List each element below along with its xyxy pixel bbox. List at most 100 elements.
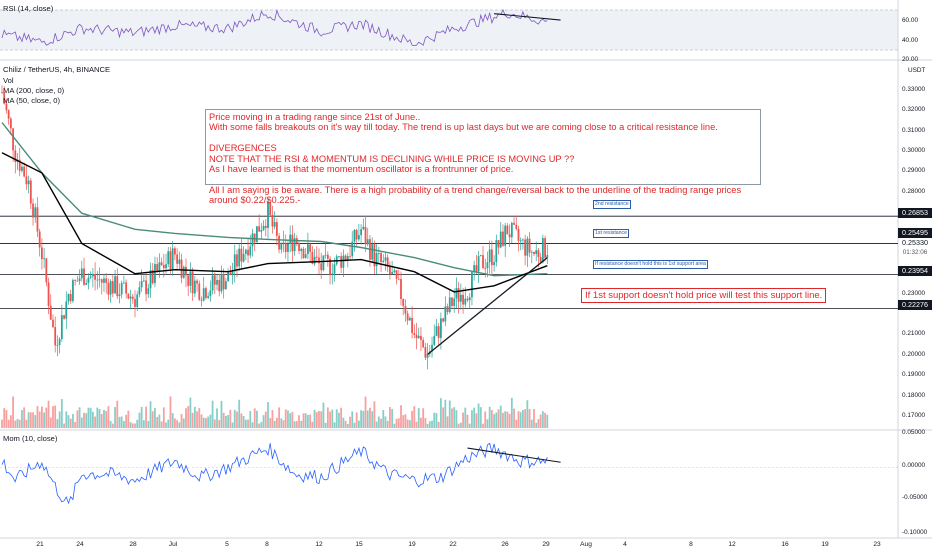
volume-bar [267,402,269,428]
candle-body [459,294,462,302]
candle-body [382,260,385,263]
volume-bar [493,414,495,428]
volume-bar [473,407,476,428]
volume-bar [89,407,92,428]
volume-bar [307,414,309,428]
ma50-label: MA (50, close, 0) [3,96,60,105]
volume-bar [284,409,287,428]
volume-bar [240,413,243,428]
volume-label: Vol [3,76,14,85]
mom-tick: -0.05000 [902,494,928,501]
main-annotation-note[interactable]: Price moving in a trading range since 21… [205,109,761,205]
candle-body [446,306,449,313]
volume-bar [169,396,172,428]
candle-body [242,253,245,262]
volume-bar [78,407,81,428]
candle-body [25,176,28,185]
candle-body [457,288,460,302]
volume-bar [404,414,407,428]
candle-body [193,280,196,294]
volume-bar [165,422,167,428]
volume-bar [23,407,26,428]
candle-body [23,166,26,177]
candle-body [123,282,125,284]
volume-bar [205,418,207,428]
candle-body [49,305,52,320]
volume-bar [120,416,123,428]
candle-body [477,256,480,272]
volume-bar [386,420,389,428]
volume-bar [395,418,398,428]
volume-bar [455,410,458,428]
candle-body [267,202,269,228]
first-resistance-label[interactable]: 1st resistance [593,229,630,238]
volume-bar [191,412,194,428]
candle-body [202,288,205,301]
candle-body [329,258,331,275]
candle-body [253,233,256,243]
volume-bar [244,419,247,428]
volume-bar [171,413,174,428]
candle-body [240,248,243,262]
time-label: Aug [580,541,592,548]
candle-body [158,262,161,272]
volume-bar [60,399,63,428]
volume-bar [56,419,59,428]
volume-bar [486,419,489,428]
volume-bar [216,408,218,428]
candle-body [56,344,59,346]
candle-body [413,333,416,335]
candle-body [324,254,327,256]
candle-body [510,222,513,238]
volume-bar [324,422,327,428]
candle-body [307,244,309,255]
volume-bar [58,411,61,428]
volume-bar [249,410,252,428]
candle-body [111,281,114,294]
volume-bar [468,423,471,428]
volume-bar [482,423,484,428]
candle-body [103,278,105,283]
support-area-label[interactable]: If resistance doesn't hold this is 1st s… [593,260,708,269]
rsi-line [1,8,548,47]
volume-bar [178,422,181,428]
candle-body [346,256,349,261]
volume-bar [47,400,50,428]
volume-bar [360,410,362,428]
candle-body [125,282,128,294]
volume-bar [440,398,442,428]
candle-body [473,265,476,272]
volume-bar [18,419,21,428]
candle-body [236,254,238,267]
candle-body [21,166,23,171]
volume-bar [377,416,380,428]
volume-bar [389,407,391,428]
volume-bar [435,413,438,428]
candle-body [249,246,252,256]
candle-body [364,226,367,245]
second-resistance-label[interactable]: 2nd resistance [593,200,631,209]
candle-body [508,234,511,238]
volume-bar [344,420,347,428]
candle-body [129,296,132,299]
volume-bar [428,421,431,428]
candle-body [47,282,50,306]
candle-body [338,256,340,257]
candle-body [300,248,303,251]
volume-bar [67,415,70,428]
candle-body [207,296,210,298]
candle-body [275,222,278,236]
volume-bar [275,417,278,428]
time-label: 5 [225,541,229,548]
volume-bar [222,412,225,428]
candle-body [448,297,451,313]
volume-bar [43,412,46,428]
volume-bar [273,420,276,428]
candle-body [466,298,469,301]
candle-body [537,250,540,258]
volume-bar [238,399,241,428]
price-tick: 0.31000 [902,127,926,134]
support-note-label[interactable]: If 1st support doesn't hold price will t… [581,288,827,303]
volume-bar [129,422,132,428]
